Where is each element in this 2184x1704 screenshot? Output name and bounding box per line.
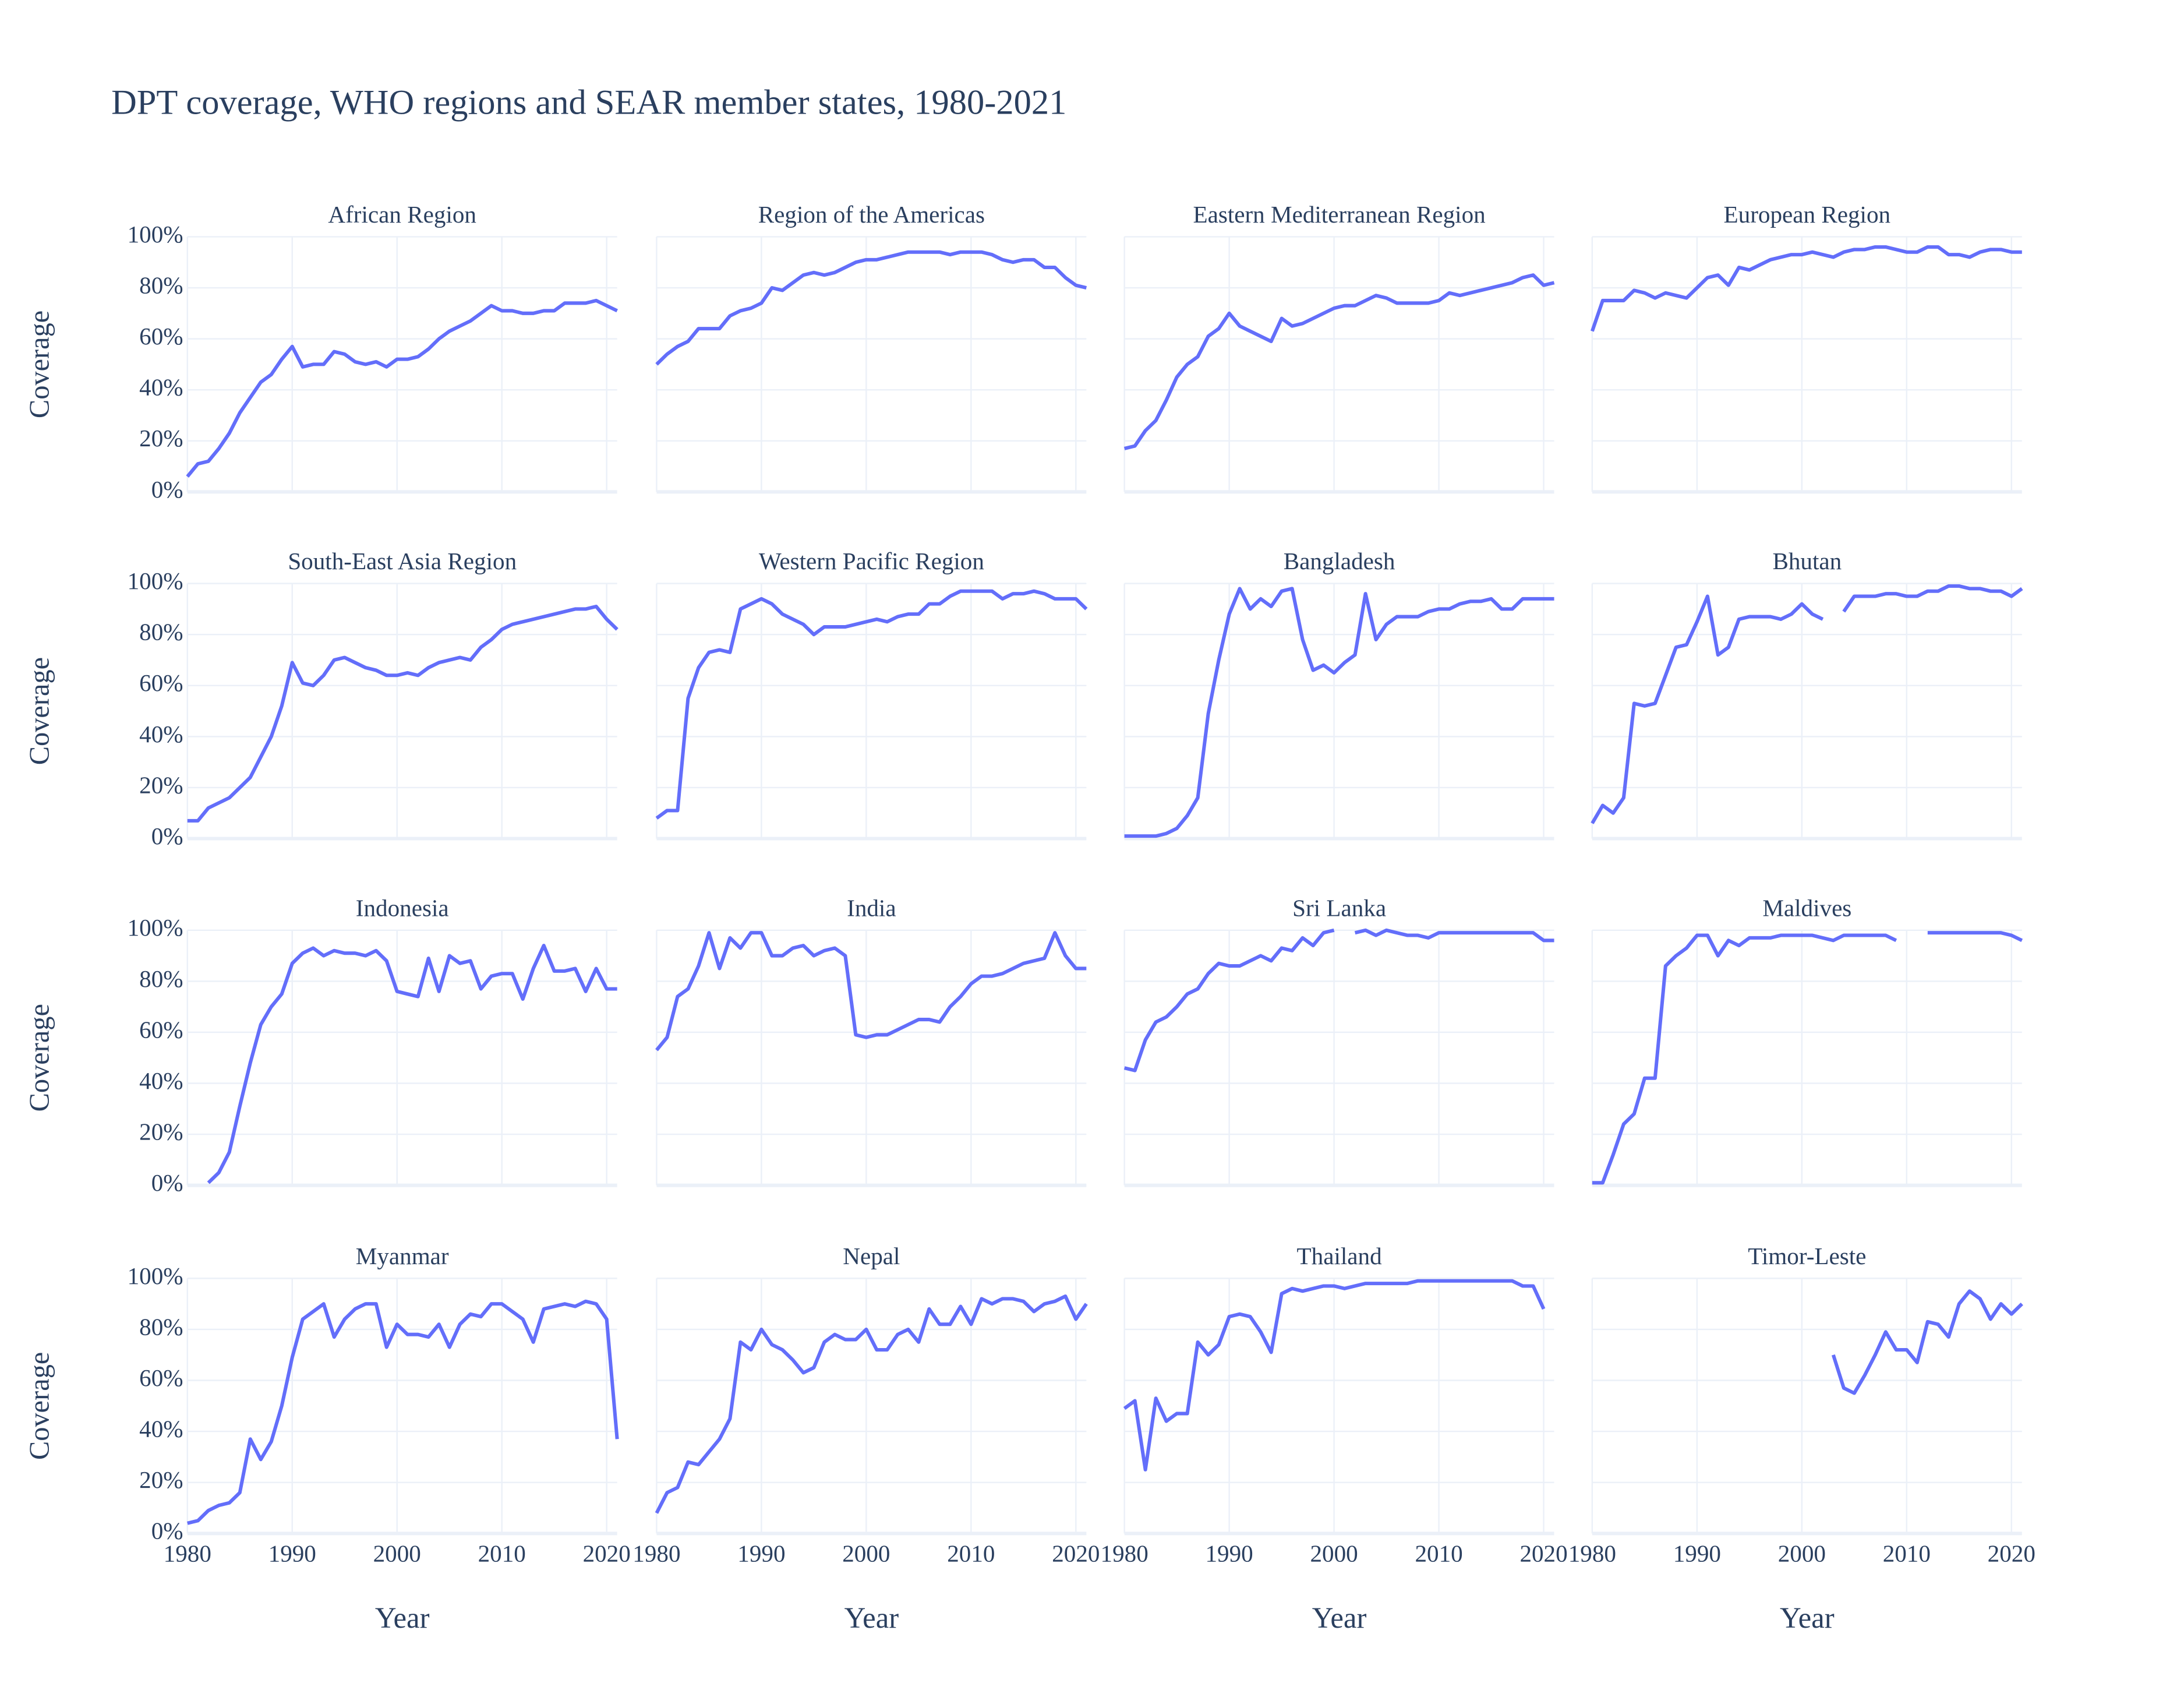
y-axis-title: Coverage xyxy=(24,657,55,765)
data-line xyxy=(655,931,1087,1052)
data-line xyxy=(1831,1289,2023,1395)
y-tick-label: 40% xyxy=(139,1416,183,1442)
panel-title: Bangladesh xyxy=(1284,548,1395,574)
panel-title: Western Pacific Region xyxy=(759,548,984,574)
y-tick-label: 20% xyxy=(139,1119,183,1145)
panel-title: Maldives xyxy=(1762,894,1851,921)
x-axis-title: Year xyxy=(844,1601,899,1634)
data-line xyxy=(187,605,619,823)
panel-title: Bhutan xyxy=(1772,548,1842,574)
x-tick-label: 1990 xyxy=(737,1540,785,1567)
x-tick-label: 2010 xyxy=(478,1540,526,1567)
y-tick-label: 100% xyxy=(128,1262,183,1289)
y-tick-label: 40% xyxy=(139,721,183,747)
x-tick-label: 1980 xyxy=(1101,1540,1148,1567)
data-line xyxy=(1592,931,2023,1185)
y-tick-label: 0% xyxy=(151,1169,183,1196)
y-tick-label: 0% xyxy=(151,823,183,849)
y-tick-label: 20% xyxy=(139,771,183,798)
x-axis-title: Year xyxy=(1312,1601,1367,1634)
y-tick-label: 80% xyxy=(139,271,183,298)
panel-title: Region of the Americas xyxy=(758,201,985,228)
y-tick-label: 20% xyxy=(139,1466,183,1493)
x-tick-label: 2010 xyxy=(1883,1540,1931,1567)
y-axis-title: Coverage xyxy=(24,1004,55,1112)
x-tick-label: 2000 xyxy=(373,1540,421,1567)
y-tick-label: 40% xyxy=(139,374,183,401)
y-tick-label: 80% xyxy=(139,619,183,645)
x-tick-label: 1980 xyxy=(632,1540,680,1567)
data-line xyxy=(655,1294,1088,1514)
panel-title: South-East Asia Region xyxy=(288,548,517,574)
y-tick-label: 60% xyxy=(139,1016,183,1043)
y-tick-label: 0% xyxy=(151,1518,183,1544)
x-tick-label: 2020 xyxy=(583,1540,631,1567)
y-tick-label: 60% xyxy=(139,669,183,696)
y-tick-label: 20% xyxy=(139,425,183,451)
y-tick-label: 60% xyxy=(139,323,183,350)
x-tick-label: 2010 xyxy=(1415,1540,1462,1567)
data-line xyxy=(655,250,1087,366)
x-tick-label: 2020 xyxy=(1519,1540,1567,1567)
y-tick-label: 100% xyxy=(128,914,183,941)
y-tick-label: 80% xyxy=(139,965,183,992)
y-axis-title: Coverage xyxy=(24,1352,55,1460)
y-tick-label: 100% xyxy=(128,221,183,248)
panel-title: Eastern Mediterranean Region xyxy=(1193,201,1485,228)
x-tick-label: 2000 xyxy=(1310,1540,1358,1567)
x-tick-label: 1990 xyxy=(1206,1540,1253,1567)
x-tick-label: 1980 xyxy=(164,1540,211,1567)
data-line xyxy=(655,589,1088,820)
panel-title: European Region xyxy=(1724,201,1891,228)
y-tick-label: 60% xyxy=(139,1364,183,1391)
data-line xyxy=(1123,1279,1546,1472)
chart-title: DPT coverage, WHO regions and SEAR membe… xyxy=(111,83,1066,122)
panel-title: Myanmar xyxy=(356,1243,449,1269)
x-tick-label: 2020 xyxy=(1988,1540,2035,1567)
x-tick-label: 2020 xyxy=(1052,1540,1100,1567)
data-line xyxy=(207,944,617,1184)
y-tick-label: 100% xyxy=(128,567,183,594)
data-line xyxy=(186,298,619,478)
x-axis-title: Year xyxy=(375,1601,430,1634)
data-line xyxy=(1591,584,2023,824)
panel-title: African Region xyxy=(328,201,476,228)
y-tick-label: 80% xyxy=(139,1313,183,1340)
x-axis-title: Year xyxy=(1780,1601,1835,1634)
panel-title: Timor-Leste xyxy=(1748,1243,1866,1269)
y-tick-label: 40% xyxy=(139,1067,183,1094)
data-line xyxy=(1123,273,1555,450)
x-tick-label: 2010 xyxy=(947,1540,995,1567)
data-line xyxy=(1124,587,1554,838)
x-tick-label: 1990 xyxy=(268,1540,316,1567)
x-tick-label: 2000 xyxy=(1778,1540,1826,1567)
y-tick-label: 0% xyxy=(151,476,183,503)
x-tick-label: 1990 xyxy=(1673,1540,1721,1567)
panel-title: Thailand xyxy=(1297,1243,1383,1269)
panel-title: India xyxy=(847,894,896,921)
panel-title: Nepal xyxy=(843,1243,900,1269)
panel-title: Sri Lanka xyxy=(1292,894,1386,921)
data-line xyxy=(1123,928,1554,1073)
panel-title: Indonesia xyxy=(356,894,449,921)
data-line xyxy=(1591,245,2022,332)
y-axis-title: Coverage xyxy=(24,311,55,418)
data-line xyxy=(187,1299,619,1525)
x-tick-label: 1980 xyxy=(1568,1540,1616,1567)
x-tick-label: 2000 xyxy=(842,1540,890,1567)
